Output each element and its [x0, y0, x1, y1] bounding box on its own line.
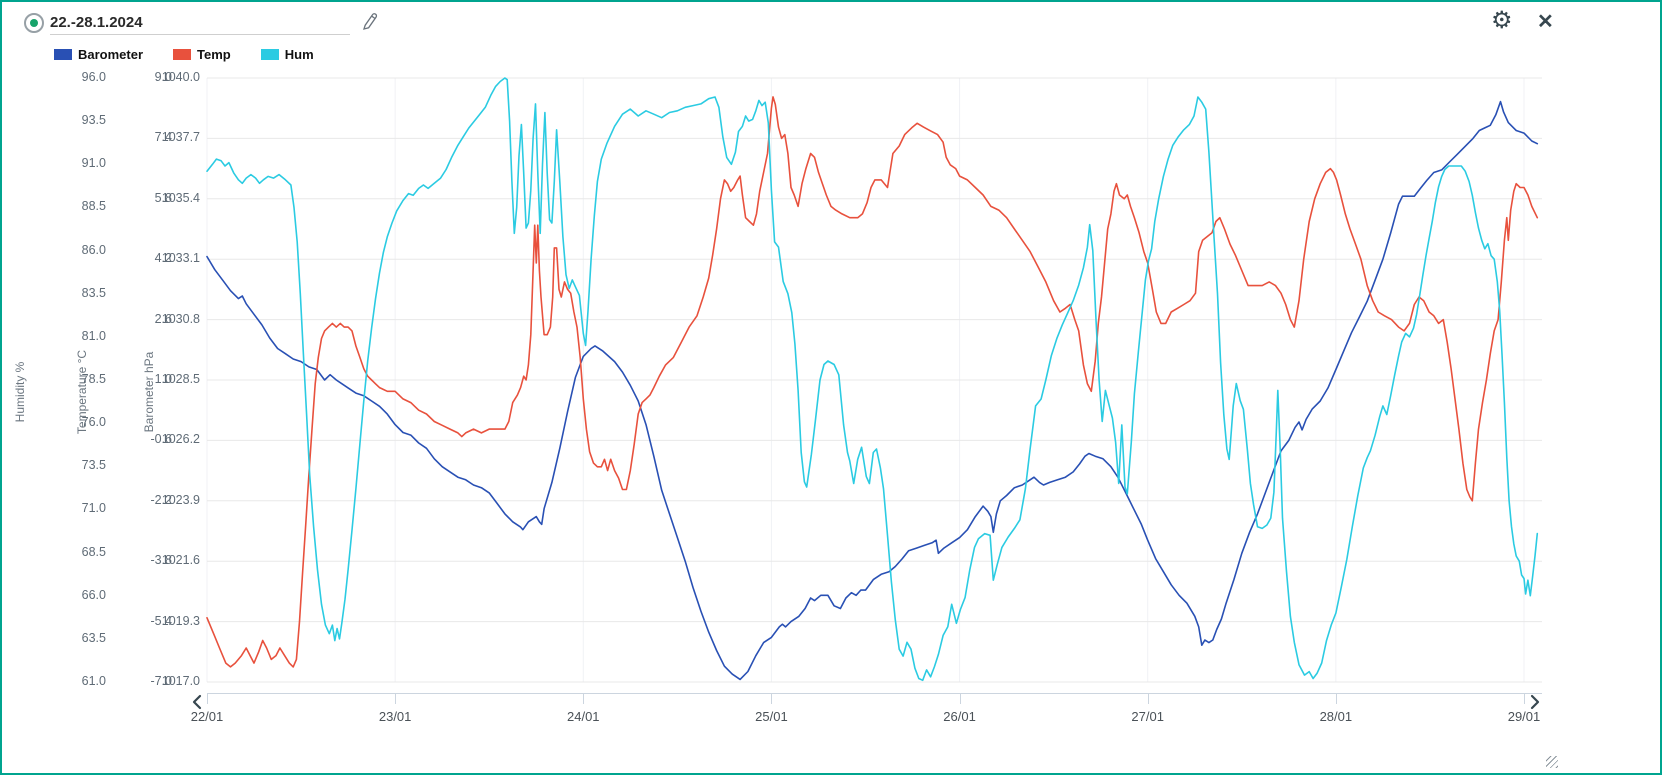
date-tick-label: 27/01 [1131, 709, 1164, 724]
date-tick-label: 29/01 [1507, 709, 1541, 724]
humidity-tick-label: 96.0 [81, 70, 106, 84]
timeline-tick [583, 693, 585, 704]
barometer-tick-label: 1035.4 [161, 190, 200, 205]
settings-gear-icon[interactable]: ⚙ [1491, 7, 1513, 34]
scroll-right-chevron-icon[interactable] [1528, 694, 1542, 710]
temperature-tick-label: -3.8 [150, 553, 172, 568]
temperature-tick-label: 7.4 [154, 130, 172, 145]
temperature-tick-label: 9.0 [154, 70, 172, 84]
humidity-tick-label: 66.0 [81, 587, 106, 602]
resize-handle-icon[interactable] [1546, 756, 1558, 768]
close-icon[interactable]: ✕ [1537, 11, 1554, 33]
barometer-tick-label: 1028.5 [161, 372, 200, 386]
date-tick-label: 25/01 [755, 709, 788, 724]
barometer-tick-label: 1021.6 [161, 553, 200, 568]
temperature-tick-label: 5.8 [154, 190, 172, 205]
timeline-tick [1147, 693, 1149, 704]
humidity-tick-label: 73.5 [81, 458, 106, 473]
humidity-tick-label: 71.0 [81, 501, 106, 516]
temperature-tick-label: 1.0 [154, 372, 172, 386]
humidity-tick-label: 88.5 [81, 199, 106, 214]
humidity-tick-label: 76.0 [81, 415, 106, 430]
barometer-tick-label: 1030.8 [161, 311, 200, 326]
barometer-tick-label: 1033.1 [161, 251, 200, 266]
series-hum [206, 77, 1539, 682]
timeline-tick [771, 693, 773, 704]
series-temp [206, 96, 1539, 668]
temperature-tick-label: -2.2 [150, 492, 172, 507]
timeline-tick [207, 693, 208, 704]
chart-legend: Barometer Temp Hum [54, 47, 314, 62]
humidity-tick-label: 81.0 [81, 328, 106, 343]
barometer-tick-label: 1019.3 [161, 613, 200, 628]
barometer-tick-label: 1026.2 [161, 432, 200, 447]
date-tick-label: 28/01 [1319, 709, 1353, 724]
timeline-tick [959, 693, 961, 704]
temperature-tick-label: 2.6 [154, 311, 172, 326]
barometer-tick-label: 1017.0 [161, 674, 200, 688]
date-tick-label: 22/01 [190, 709, 224, 724]
barometer-tick-label: 1040.0 [161, 70, 200, 84]
humidity-tick-label: 91.0 [81, 156, 106, 171]
date-tick-label: 24/01 [567, 709, 600, 724]
legend-item-barometer[interactable]: Barometer [54, 47, 143, 62]
humidity-tick-label: 63.5 [81, 630, 106, 645]
radio-dot-icon [30, 19, 38, 27]
legend-item-hum[interactable]: Hum [260, 47, 314, 62]
scroll-left-chevron-icon[interactable] [190, 694, 204, 710]
edit-pencil-icon[interactable] [360, 11, 378, 31]
timeline-tick [1335, 693, 1337, 704]
timeline-tick [1524, 693, 1525, 704]
temperature-tick-label: -0.6 [150, 432, 172, 447]
series-barometer [206, 100, 1539, 681]
active-status-radio-icon[interactable] [24, 13, 44, 33]
legend-label: Temp [197, 47, 231, 62]
humidity-tick-label: 61.0 [81, 674, 106, 688]
barometer-swatch-icon [54, 49, 72, 60]
legend-label: Barometer [78, 47, 144, 62]
temperature-tick-label: 4.2 [154, 251, 172, 266]
date-range-input[interactable] [50, 10, 350, 35]
humidity-tick-label: 83.5 [81, 285, 106, 300]
humidity-tick-label: 68.5 [81, 544, 106, 559]
hum-swatch-icon [260, 49, 279, 60]
barometer-tick-label: 1037.7 [161, 130, 200, 145]
date-tick-label: 23/01 [378, 709, 412, 724]
date-tick-label: 26/01 [943, 709, 976, 724]
legend-label: Hum [284, 47, 314, 62]
temp-swatch-icon [173, 49, 192, 60]
humidity-tick-label: 93.5 [81, 113, 106, 128]
temperature-tick-label: -5.4 [150, 613, 172, 628]
humidity-tick-label: 78.5 [81, 372, 106, 386]
barometer-tick-label: 1023.9 [161, 492, 200, 507]
legend-item-temp[interactable]: Temp [173, 47, 231, 62]
temperature-tick-label: -7.0 [150, 674, 172, 688]
timeline-scrollbar[interactable] [207, 693, 1542, 694]
timeline-tick [395, 693, 397, 704]
humidity-tick-label: 86.0 [81, 242, 106, 257]
